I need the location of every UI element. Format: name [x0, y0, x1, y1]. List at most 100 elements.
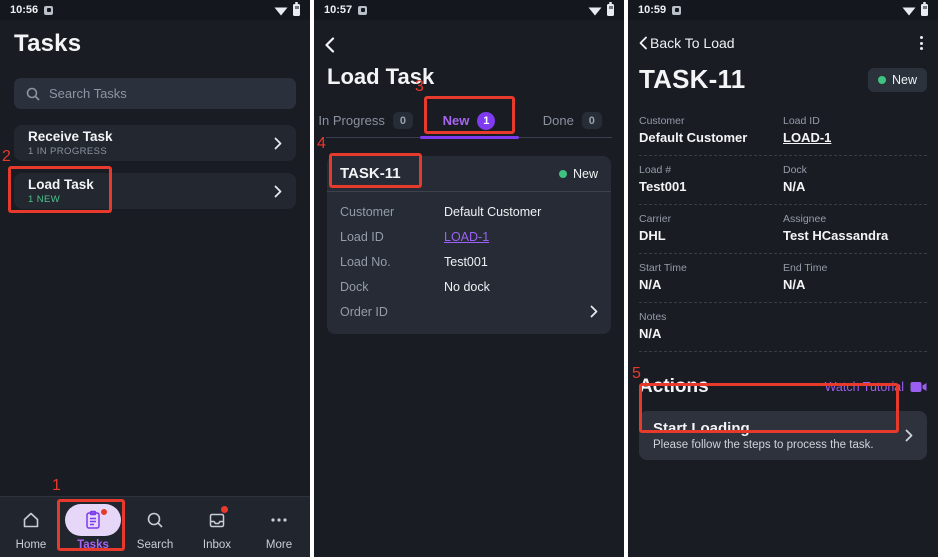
detail-row-customer: Customer Default Customer	[340, 199, 598, 224]
actions-title: Actions	[639, 376, 709, 397]
tab-count-badge: 0	[392, 112, 413, 129]
chevron-right-icon	[274, 137, 282, 149]
chevron-right-icon	[274, 185, 282, 197]
wifi-icon	[274, 7, 288, 15]
screen-task-detail: 10:59 Back To Load TASK-11 New	[628, 0, 938, 557]
task-card[interactable]: TASK-11 New Customer Default Customer Lo…	[327, 156, 611, 334]
tab-new[interactable]: New 1	[417, 107, 520, 134]
field-label: Carrier	[639, 213, 672, 225]
action-subtitle: Please follow the steps to process the t…	[653, 439, 874, 451]
field-value: Test HCassandra	[783, 228, 889, 243]
bottom-navigation: Home Tasks Search	[0, 496, 310, 557]
load-id-link[interactable]: LOAD-1	[783, 130, 832, 145]
detail-fields: Customer Default Customer Load ID LOAD-1…	[639, 107, 927, 352]
field-row-notes: Notes N/A	[639, 303, 927, 352]
action-title: Start Loading	[653, 420, 750, 437]
annotation-step-5: 5	[632, 365, 641, 382]
page-title: Load Task	[327, 64, 435, 89]
detail-value: No dock	[444, 279, 490, 294]
status-badge: New	[558, 166, 598, 181]
inbox-icon	[209, 513, 225, 528]
screen-load-task: 10:57 Load Task In Progress 0 New 1 Done	[314, 0, 624, 557]
screen-tasks: 10:56 Tasks Search Tasks Receive Task 1 …	[0, 0, 310, 557]
field-value: N/A	[783, 179, 806, 194]
nav-label: More	[265, 539, 293, 551]
video-camera-icon	[910, 382, 927, 392]
watch-tutorial-label: Watch Tutorial	[824, 380, 904, 394]
list-item-subtitle: 1 NEW	[28, 194, 61, 205]
tab-in-progress[interactable]: In Progress 0	[314, 107, 417, 134]
list-item-load-task[interactable]: Load Task 1 NEW	[14, 173, 296, 209]
field-row: Carrier DHL Assignee Test HCassandra	[639, 205, 927, 254]
page-title: Tasks	[14, 30, 82, 57]
active-tab-pill	[65, 504, 121, 536]
annotation-step-1: 1	[52, 477, 61, 494]
search-placeholder: Search Tasks	[49, 86, 127, 101]
notification-dot	[100, 508, 108, 516]
tasks-clipboard-icon	[86, 510, 100, 529]
nav-item-search[interactable]: Search	[124, 497, 186, 557]
detail-label: Order ID	[340, 304, 388, 319]
search-icon	[26, 87, 40, 101]
status-bar: 10:59	[628, 0, 938, 20]
field-label: Notes	[639, 311, 667, 323]
detail-row-order-id[interactable]: Order ID	[340, 299, 598, 324]
tab-done[interactable]: Done 0	[521, 107, 624, 134]
status-label: New	[572, 166, 598, 181]
field-value: Test001	[639, 179, 687, 194]
tab-label: In Progress	[318, 113, 385, 128]
battery-icon	[921, 2, 928, 16]
wifi-icon	[902, 7, 916, 15]
detail-row-load-id: Load ID LOAD-1	[340, 224, 598, 249]
task-card-body: Customer Default Customer Load ID LOAD-1…	[327, 192, 611, 334]
nav-item-inbox[interactable]: Inbox	[186, 497, 248, 557]
field-label: Load ID	[783, 115, 820, 127]
home-icon	[23, 512, 39, 528]
annotation-step-3: 3	[415, 78, 424, 95]
field-row: Customer Default Customer Load ID LOAD-1	[639, 107, 927, 156]
field-label: Customer	[639, 115, 685, 127]
field-value: N/A	[639, 277, 662, 292]
detail-row-dock: Dock No dock	[340, 274, 598, 299]
task-title: TASK-11	[639, 64, 746, 94]
watch-tutorial-link[interactable]: Watch Tutorial	[825, 380, 927, 394]
search-input[interactable]: Search Tasks	[14, 78, 296, 109]
chevron-right-icon	[905, 429, 913, 442]
task-card-header: TASK-11 New	[327, 156, 611, 192]
back-button[interactable]	[325, 35, 349, 55]
nav-label: Home	[15, 539, 47, 551]
tab-label: New	[442, 113, 470, 128]
list-item-title: Receive Task	[28, 129, 113, 144]
active-tab-indicator	[420, 136, 519, 139]
field-label: Assignee	[783, 213, 827, 225]
nav-label: Tasks	[77, 539, 109, 551]
detail-label: Load No.	[340, 254, 391, 269]
field-value: N/A	[639, 326, 662, 341]
detail-label: Customer	[340, 204, 395, 219]
tab-count-badge: 0	[581, 112, 602, 129]
task-id: TASK-11	[340, 165, 401, 182]
load-id-link[interactable]: LOAD-1	[444, 229, 490, 244]
field-label: End Time	[783, 262, 828, 274]
status-bar: 10:57	[314, 0, 624, 20]
nav-item-more[interactable]: More	[248, 497, 310, 557]
notification-dot	[221, 506, 228, 513]
notification-app-icon	[358, 5, 368, 15]
nav-item-tasks[interactable]: Tasks	[62, 497, 124, 557]
field-row: Load # Test001 Dock N/A	[639, 156, 927, 205]
kebab-menu-icon[interactable]	[916, 34, 927, 52]
list-item-title: Load Task	[28, 177, 94, 192]
detail-value: Default Customer	[444, 204, 542, 219]
chevron-right-icon	[590, 305, 598, 318]
nav-item-home[interactable]: Home	[0, 497, 62, 557]
field-label: Start Time	[639, 262, 687, 274]
battery-icon	[607, 2, 614, 16]
list-item-receive-task[interactable]: Receive Task 1 IN PROGRESS	[14, 125, 296, 161]
back-to-load-button[interactable]: Back To Load	[639, 35, 735, 51]
annotation-step-4: 4	[317, 135, 326, 152]
status-label: New	[891, 72, 917, 87]
annotation-step-2: 2	[2, 148, 11, 165]
status-bar: 10:56	[0, 0, 310, 20]
detail-row-load-no: Load No. Test001	[340, 249, 598, 274]
start-loading-action[interactable]: Start Loading Please follow the steps to…	[639, 411, 927, 460]
